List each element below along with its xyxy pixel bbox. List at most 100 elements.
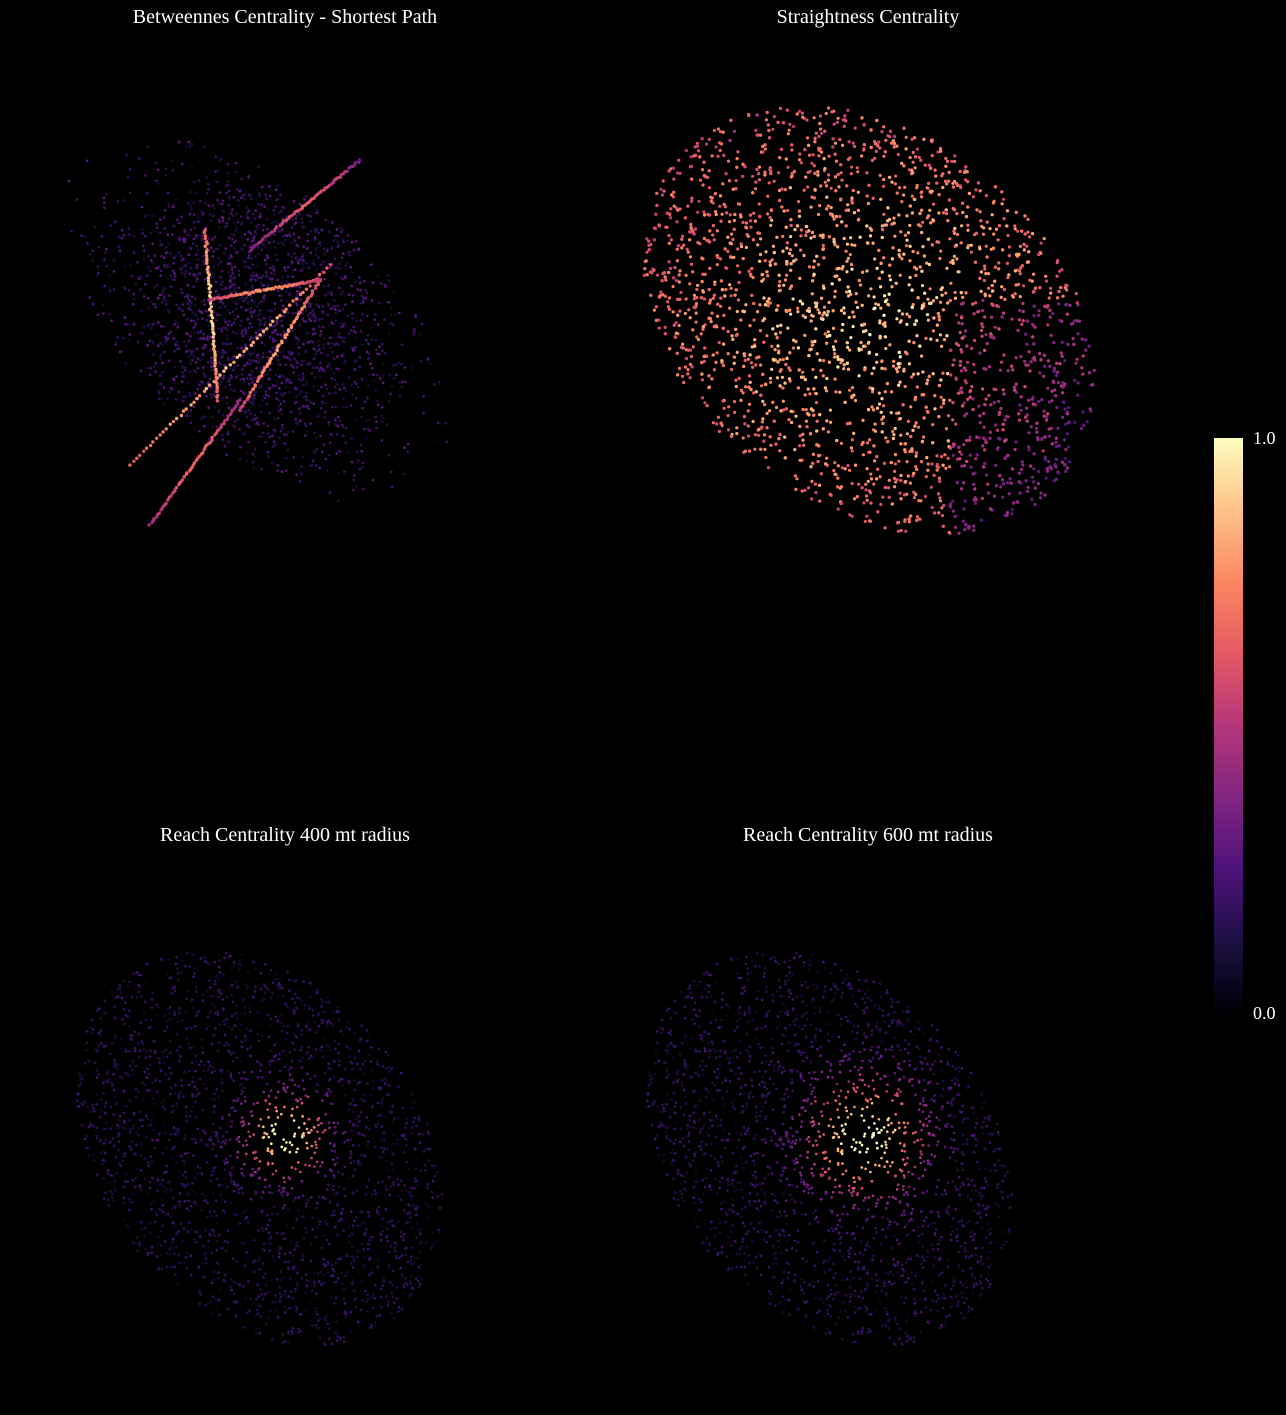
street-node xyxy=(186,283,189,287)
street-node xyxy=(112,270,116,273)
street-node xyxy=(344,426,348,430)
street-node xyxy=(249,411,252,415)
street-node xyxy=(945,266,949,270)
street-node xyxy=(1010,364,1014,368)
corridor-node xyxy=(158,433,162,437)
street-node xyxy=(319,407,323,410)
street-node xyxy=(203,415,206,419)
street-node xyxy=(1092,368,1096,372)
street-node xyxy=(118,249,122,253)
street-node xyxy=(248,245,252,248)
street-node xyxy=(163,265,166,269)
street-node xyxy=(142,295,146,298)
street-node xyxy=(120,236,124,240)
street-node xyxy=(801,370,805,374)
street-node xyxy=(908,481,912,485)
street-node xyxy=(854,300,858,304)
street-node xyxy=(162,298,165,301)
street-node xyxy=(981,387,985,391)
street-node xyxy=(276,197,280,201)
street-node xyxy=(203,277,207,281)
street-node xyxy=(233,389,236,392)
street-node xyxy=(260,435,263,438)
street-node xyxy=(187,202,190,205)
street-node xyxy=(698,242,702,246)
street-node xyxy=(898,254,902,259)
street-node xyxy=(1063,359,1067,363)
street-node xyxy=(786,208,790,213)
street-node xyxy=(716,154,720,158)
street-node xyxy=(908,449,912,453)
street-node xyxy=(215,313,219,317)
street-node xyxy=(262,422,266,425)
street-node xyxy=(829,420,833,424)
street-node xyxy=(321,304,325,308)
street-node xyxy=(149,269,152,273)
street-node xyxy=(283,266,287,270)
street-node xyxy=(295,360,298,363)
street-node xyxy=(250,401,254,405)
street-node xyxy=(225,184,229,187)
street-node xyxy=(980,496,984,500)
street-node xyxy=(331,405,334,409)
street-node xyxy=(256,264,260,268)
street-node xyxy=(230,323,233,327)
street-node xyxy=(912,372,916,376)
street-node xyxy=(939,405,943,409)
street-node xyxy=(861,453,865,457)
street-node xyxy=(751,174,755,178)
street-node xyxy=(962,464,967,468)
street-node xyxy=(910,447,914,451)
street-node xyxy=(302,319,306,323)
street-node xyxy=(300,359,304,363)
street-node xyxy=(269,318,272,322)
street-node xyxy=(879,197,883,201)
street-node xyxy=(765,270,769,274)
street-node xyxy=(1014,440,1018,444)
street-node xyxy=(974,301,978,305)
street-node xyxy=(270,221,274,224)
street-node xyxy=(138,288,142,291)
street-node xyxy=(286,430,290,434)
street-node xyxy=(301,374,305,378)
street-node xyxy=(971,195,976,199)
street-node xyxy=(260,357,264,361)
street-node xyxy=(747,434,751,438)
street-node xyxy=(366,384,370,388)
street-node xyxy=(175,218,179,221)
street-node xyxy=(260,385,263,389)
street-node xyxy=(166,397,169,400)
street-node xyxy=(391,364,395,367)
corridor-node xyxy=(277,343,281,347)
street-node xyxy=(904,244,909,248)
street-node xyxy=(855,495,859,499)
street-node xyxy=(726,428,731,432)
street-node xyxy=(177,344,180,347)
street-node xyxy=(734,288,738,292)
street-node xyxy=(209,269,212,272)
street-node xyxy=(197,258,200,261)
street-node xyxy=(304,424,308,428)
street-node xyxy=(975,435,979,439)
corridor-node xyxy=(292,282,296,287)
street-node xyxy=(691,345,695,349)
street-node xyxy=(857,374,861,378)
street-node xyxy=(767,181,771,185)
street-node xyxy=(718,130,723,134)
street-node xyxy=(198,430,201,433)
street-node xyxy=(325,387,329,391)
street-node xyxy=(1005,511,1009,515)
street-node xyxy=(939,395,943,399)
street-node xyxy=(902,193,906,197)
street-node xyxy=(219,275,222,279)
street-node xyxy=(259,281,263,285)
street-node xyxy=(700,372,704,376)
street-node xyxy=(392,290,395,294)
corridor-node xyxy=(238,398,242,403)
street-node xyxy=(147,324,150,327)
corridor-node xyxy=(203,236,207,241)
street-node xyxy=(1084,348,1088,352)
street-node xyxy=(693,145,697,149)
street-node xyxy=(103,284,106,288)
street-node xyxy=(323,337,326,341)
